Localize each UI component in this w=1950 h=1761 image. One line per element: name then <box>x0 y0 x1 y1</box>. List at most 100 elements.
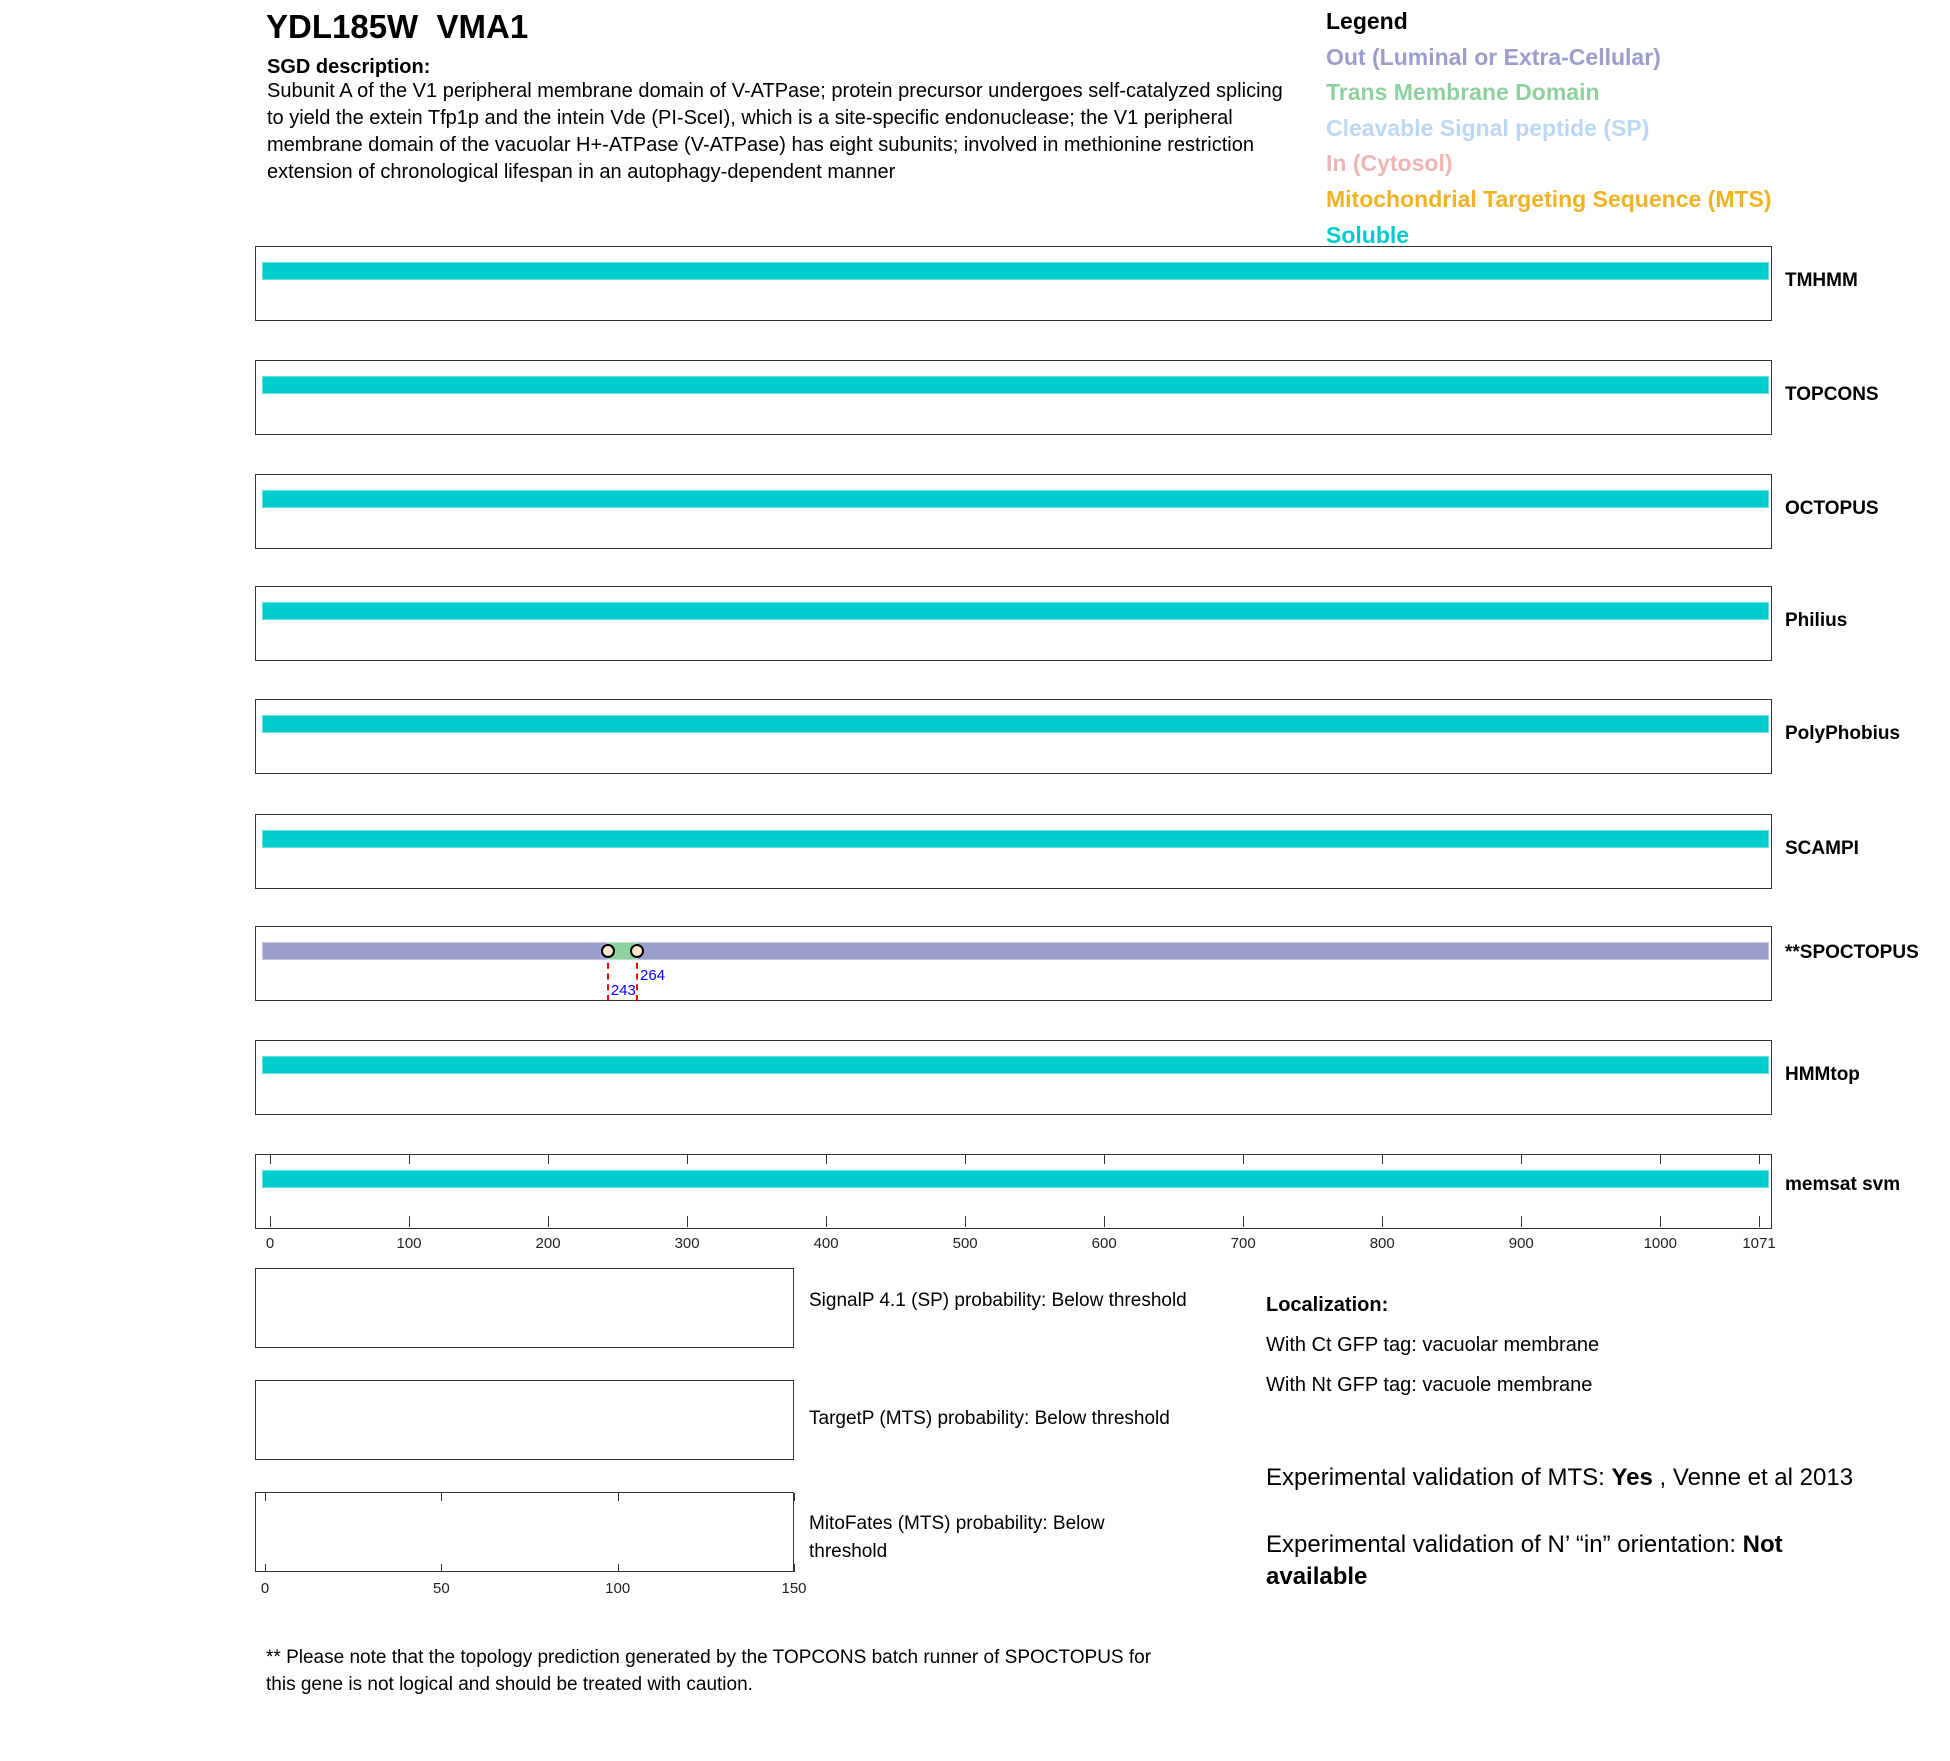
legend-soluble: Soluble <box>1326 221 1410 248</box>
x-tick-label: 0 <box>265 1235 275 1252</box>
x-tick <box>687 1216 689 1227</box>
track-label-polyphobius: PolyPhobius <box>1785 723 1901 744</box>
nin-validation: Experimental validation of N’ “in” orien… <box>1266 1529 1886 1593</box>
track-label-octopus: OCTOPUS <box>1785 498 1879 519</box>
x-tick <box>1759 1154 1760 1164</box>
x-tick <box>1521 1216 1523 1227</box>
marker-label: 243 <box>610 982 636 999</box>
small-x-tick <box>441 1564 443 1572</box>
small-x-tick-label: 50 <box>432 1580 450 1597</box>
track-panel <box>255 1040 1772 1115</box>
mts-validation-label: Experimental validation of MTS: <box>1266 1464 1612 1491</box>
segment-soluble <box>262 376 1769 394</box>
segment-soluble <box>262 490 1769 508</box>
legend: Legend Out (Luminal or Extra-Cellular) T… <box>1326 4 1772 253</box>
x-tick <box>548 1216 550 1227</box>
legend-in: In (Cytosol) <box>1326 150 1453 177</box>
x-tick <box>1759 1216 1760 1227</box>
legend-sp: Cleavable Signal peptide (SP) <box>1326 114 1650 141</box>
mts-validation-ref: , Venne et al 2013 <box>1652 1464 1854 1491</box>
segment-soluble <box>262 830 1769 848</box>
track-label-philius: Philius <box>1785 610 1848 631</box>
marker-circle <box>630 944 645 958</box>
small-x-tick <box>441 1493 443 1501</box>
legend-title: Legend <box>1326 8 1408 34</box>
x-tick <box>826 1154 828 1164</box>
legend-out: Out (Luminal or Extra-Cellular) <box>1326 43 1661 70</box>
x-tick <box>409 1154 411 1164</box>
gene-title: YDL185W VMA1 <box>266 8 529 45</box>
mitofates-text: MitoFates (MTS) probability: Below thres… <box>809 1513 1105 1562</box>
track-label-topcons: TOPCONS <box>1785 384 1879 405</box>
localization-nt: With Nt GFP tag: vacuole membrane <box>1266 1374 1593 1396</box>
x-tick <box>826 1216 828 1227</box>
small-x-tick <box>794 1493 795 1501</box>
track-label-spoctopus: **SPOCTOPUS <box>1785 942 1919 963</box>
mts-validation: Experimental validation of MTS: Yes , Ve… <box>1266 1462 1886 1494</box>
targetp-text: TargetP (MTS) probability: Below thresho… <box>809 1408 1170 1429</box>
track-panel <box>255 814 1772 889</box>
x-tick <box>965 1216 967 1227</box>
marker-line <box>606 952 609 1001</box>
segment-soluble <box>262 715 1769 733</box>
track-panel <box>255 246 1772 321</box>
x-tick-label: 700 <box>1230 1235 1256 1252</box>
x-tick <box>1660 1216 1662 1227</box>
small-x-tick <box>617 1564 619 1572</box>
segment-out <box>262 942 608 960</box>
segment-soluble <box>262 1170 1769 1188</box>
x-tick <box>687 1154 689 1164</box>
marker-circle <box>600 944 615 958</box>
x-tick-label: 900 <box>1508 1235 1534 1252</box>
track-panel <box>255 699 1772 774</box>
x-tick-label: 300 <box>674 1235 700 1252</box>
x-tick <box>548 1154 550 1164</box>
small-x-tick <box>794 1564 795 1572</box>
small-x-tick <box>617 1493 619 1501</box>
nin-validation-value: Not available <box>1266 1531 1783 1590</box>
mts-validation-value: Yes <box>1611 1464 1653 1491</box>
x-tick <box>270 1216 271 1227</box>
nin-validation-label: Experimental validation of N’ “in” orien… <box>1266 1531 1743 1558</box>
x-tick <box>1104 1154 1106 1164</box>
x-tick <box>1382 1216 1384 1227</box>
footnote: ** Please note that the topology predict… <box>266 1647 1152 1695</box>
small-x-tick <box>265 1564 266 1572</box>
segment-tm <box>607 942 638 960</box>
x-tick-label: 600 <box>1091 1235 1117 1252</box>
x-tick <box>1660 1154 1662 1164</box>
segment-soluble <box>262 262 1769 280</box>
track-panel <box>255 360 1772 435</box>
marker-line <box>636 952 639 1001</box>
localization: Localization: With Ct GFP tag: vacuolar … <box>1266 1285 1599 1405</box>
targetp-plot <box>255 1380 794 1460</box>
x-tick <box>1104 1216 1106 1227</box>
x-tick <box>1521 1154 1523 1164</box>
sgd-heading: SGD description: <box>267 56 431 78</box>
x-tick-label: 800 <box>1369 1235 1395 1252</box>
x-tick <box>965 1154 967 1164</box>
mitofates-plot <box>255 1492 794 1572</box>
track-label-tmhmm: TMHMM <box>1785 270 1858 291</box>
track-panel <box>255 586 1772 661</box>
x-tick <box>1382 1154 1384 1164</box>
track-panel <box>255 474 1772 549</box>
track-panel <box>255 1154 1772 1229</box>
x-tick-label: 100 <box>396 1235 422 1252</box>
track-label-memsatsvm: memsat svm <box>1785 1174 1901 1195</box>
signalp-text: SignalP 4.1 (SP) probability: Below thre… <box>809 1290 1187 1311</box>
track-label-scampi: SCAMPI <box>1785 838 1859 859</box>
small-x-tick-label: 100 <box>605 1580 631 1597</box>
segment-soluble <box>262 602 1769 620</box>
sgd-description: Subunit A of the V1 peripheral membrane … <box>267 80 1283 183</box>
segment-soluble <box>262 1056 1769 1074</box>
x-tick <box>1243 1216 1245 1227</box>
x-tick-label: 1000 <box>1643 1235 1677 1252</box>
x-tick-label: 400 <box>813 1235 839 1252</box>
x-tick <box>1243 1154 1245 1164</box>
segment-out <box>637 942 1769 960</box>
track-panel <box>255 926 1772 1001</box>
legend-tm: Trans Membrane Domain <box>1326 79 1600 106</box>
x-tick-label: 1071 <box>1742 1235 1776 1252</box>
x-tick-label: 200 <box>535 1235 561 1252</box>
